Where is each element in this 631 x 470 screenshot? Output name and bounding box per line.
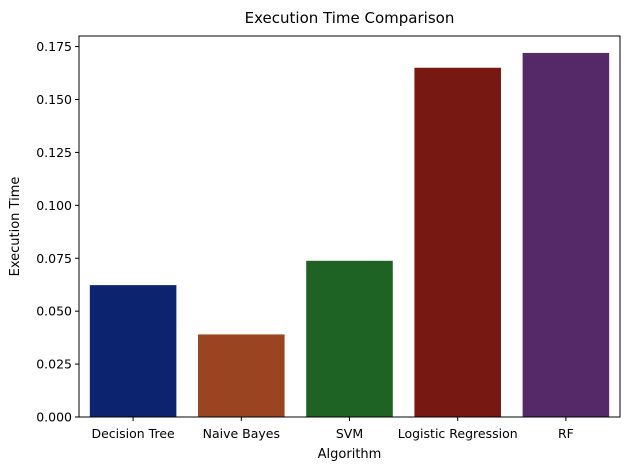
x-tick-label: Logistic Regression (398, 426, 518, 441)
y-tick-label: 0.175 (36, 39, 72, 54)
y-tick-label: 0.050 (36, 304, 72, 319)
x-tick-label: SVM (336, 426, 363, 441)
y-tick-label: 0.000 (36, 410, 72, 425)
bar-naive-bayes (198, 334, 285, 417)
x-axis-ticks: Decision Tree Naive Bayes SVM Logistic Regr… (91, 417, 574, 441)
y-axis-ticks: 0.000 0.025 0.050 0.075 0.100 0.125 0.150 0.175 (36, 39, 79, 425)
y-tick-label: 0.125 (36, 145, 72, 160)
x-axis-label: Algorithm (318, 447, 382, 462)
y-axis-label: Execution Time (8, 177, 23, 277)
y-tick-label: 0.100 (36, 198, 72, 213)
bar-svm (306, 260, 393, 417)
bars-group (89, 52, 610, 417)
plot-frame (78, 35, 621, 418)
y-tick-label: 0.150 (36, 92, 72, 107)
x-tick-label: Decision Tree (91, 426, 175, 441)
chart-title: Execution Time Comparison (245, 9, 455, 27)
bar-logistic-regression (414, 67, 501, 417)
x-tick-label: Naive Bayes (203, 426, 280, 441)
y-tick-label: 0.025 (36, 357, 72, 372)
bar-rf (522, 52, 610, 417)
x-tick-label: RF (558, 426, 574, 441)
bar-decision-tree (89, 285, 177, 417)
y-tick-label: 0.075 (36, 251, 72, 266)
